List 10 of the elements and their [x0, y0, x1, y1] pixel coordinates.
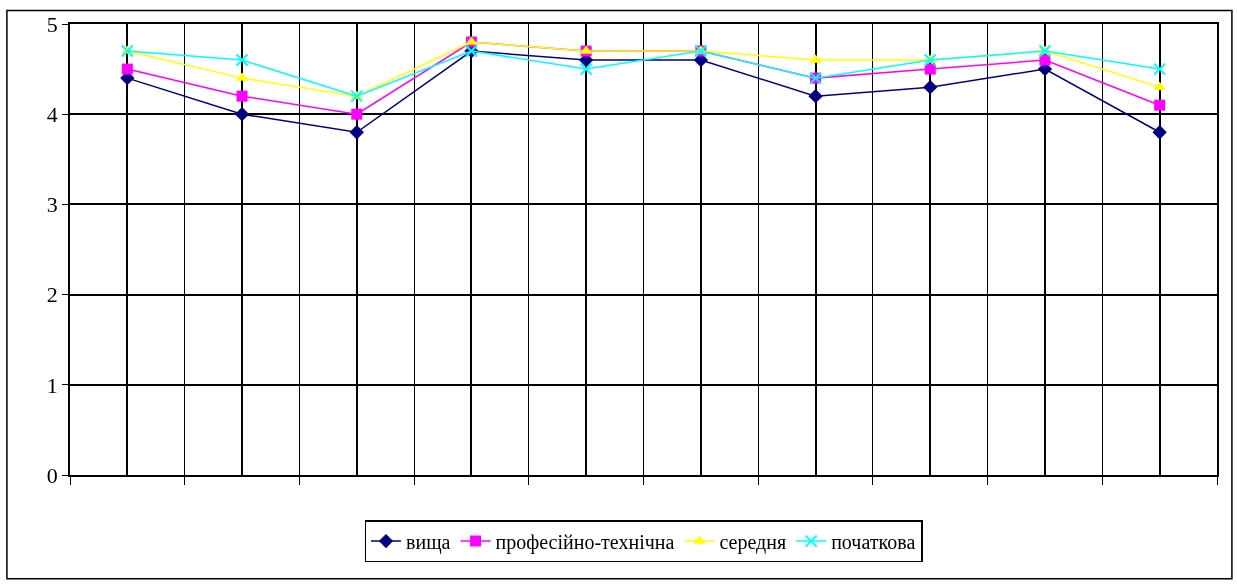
legend-label: вища	[406, 530, 451, 554]
y-tick-label: 5	[46, 11, 58, 37]
y-tick-label: 1	[46, 372, 58, 398]
legend-label: середня	[719, 530, 787, 554]
y-tick-label: 4	[46, 101, 58, 127]
y-tick-label: 3	[46, 192, 58, 218]
y-tick-label: 0	[46, 462, 58, 488]
legend-label: початкова	[831, 530, 916, 553]
legend-label: професійно-технічна	[495, 530, 675, 554]
y-tick-label: 2	[46, 282, 58, 308]
